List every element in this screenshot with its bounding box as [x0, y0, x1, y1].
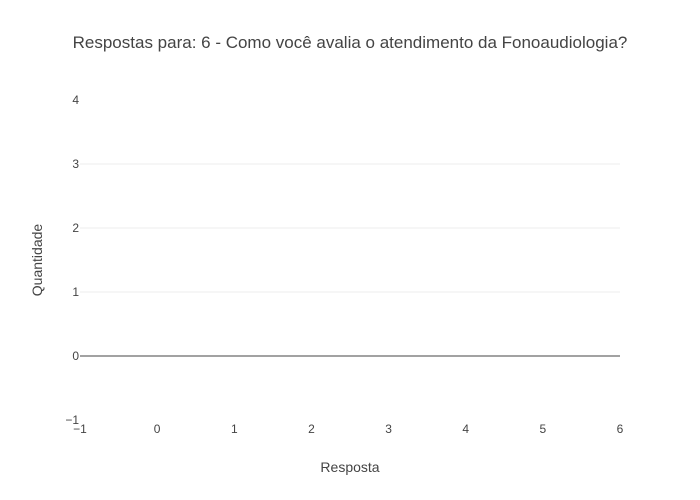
chart-title: Respostas para: 6 - Como você avalia o a…	[72, 33, 628, 52]
x-tick-label: 1	[231, 422, 238, 436]
y-tick-label: 2	[72, 221, 79, 235]
y-axis-title: Quantidade	[29, 224, 45, 297]
x-tick-label: 2	[308, 422, 315, 436]
y-tick-label: 1	[72, 285, 79, 299]
x-tick-label: 3	[385, 422, 392, 436]
x-tick-label: 4	[462, 422, 469, 436]
x-axis-title: Resposta	[320, 459, 379, 475]
y-tick-label: 0	[72, 349, 79, 363]
y-tick-label: 3	[72, 157, 79, 171]
y-tick-label: 4	[72, 93, 79, 107]
x-tick-label: −1	[73, 422, 87, 436]
x-tick-label: 0	[154, 422, 161, 436]
y-tick-labels: −1 0 1 2 3 4	[65, 93, 79, 427]
grid-layer	[80, 163, 620, 293]
x-tick-label: 6	[617, 422, 624, 436]
y-tick-label: −1	[65, 413, 79, 427]
x-tick-label: 5	[540, 422, 547, 436]
x-tick-labels: −1 0 1 2 3 4 5 6	[73, 422, 624, 436]
